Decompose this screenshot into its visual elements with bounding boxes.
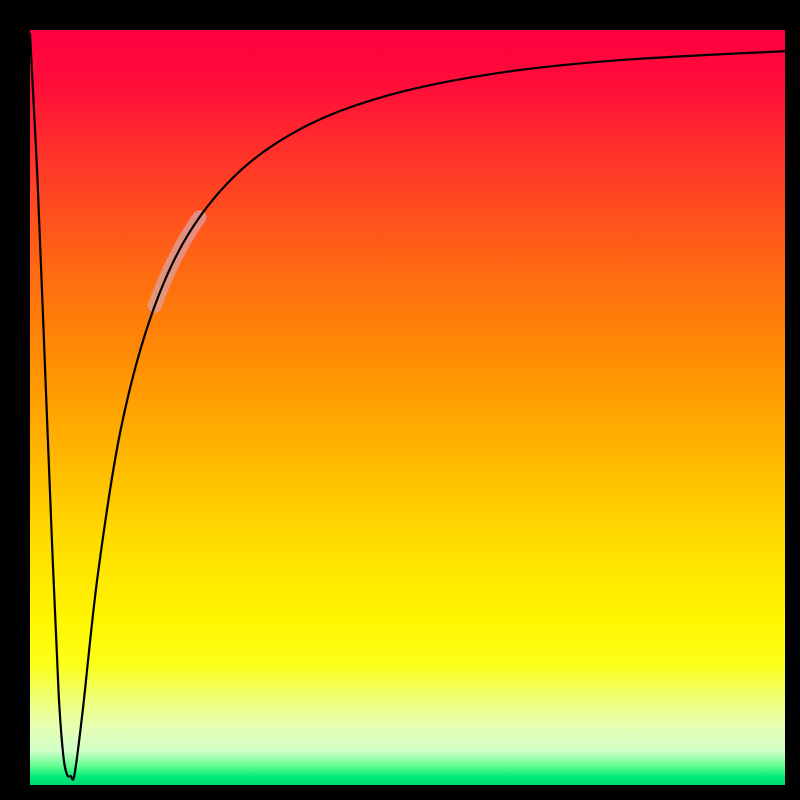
- plot-background: [30, 30, 785, 785]
- chart-container: TheBottleneck.com: [0, 0, 800, 800]
- bottleneck-chart: [0, 0, 800, 800]
